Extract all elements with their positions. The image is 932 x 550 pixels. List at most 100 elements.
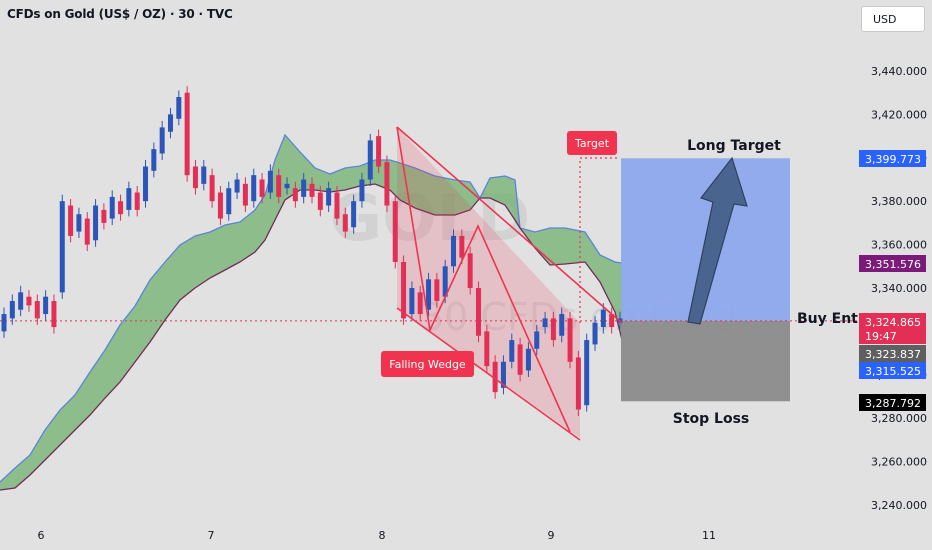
falling-wedge-label: Falling Wedge [389,358,466,371]
candles [1,86,623,417]
x-axis: 6 7 8 9 11 [38,529,717,542]
candle-body [409,288,415,315]
candle-body [259,179,265,197]
target-tag-label: Target [574,137,610,150]
candle-body [101,209,107,223]
wedge-lower-line [396,307,581,441]
candle-body [176,97,182,119]
candle-body [550,318,556,341]
price-label-box [859,329,926,344]
candle-body [209,175,215,202]
candle-body [451,235,457,267]
candle-body [59,201,65,293]
candle-body [126,188,132,210]
candle-body [542,318,548,328]
candle-body [284,183,290,189]
cloud-span-a-line [0,133,623,483]
long-target-label: Long Target [687,138,781,154]
y-tick-label: 3,440.000 [871,65,927,78]
y-tick-label: 3,280.000 [871,412,927,425]
candle-body [226,188,232,215]
candle-body [592,322,598,345]
y-tick-label: 3,360.000 [871,239,927,252]
candle-body [84,218,90,245]
candle-body [317,192,323,210]
candle-body [109,196,115,219]
candle-body [534,331,540,349]
price-label-box [859,313,926,330]
candle-body [292,188,298,202]
y-tick-label: 3,260.000 [871,456,927,469]
candle-body [26,296,32,306]
candle-body [68,205,74,236]
candle-body [417,292,423,315]
wedge-upper-line [396,126,623,324]
candle-body [93,205,99,241]
candle-body [459,235,465,258]
candle-body [467,253,473,288]
candle-body [401,261,407,319]
price-label-box [859,255,926,272]
currency-button[interactable]: USD [861,6,925,32]
candle-body [517,344,523,375]
candle-body [134,192,140,210]
candle-body [326,188,332,206]
price-label-box [859,345,926,362]
price-label-text: 19:47 [865,330,897,343]
candle-body [276,175,282,197]
candle-body [376,136,382,167]
candle-body [475,288,481,336]
candle-body [151,149,157,171]
price-label-text: 3,399.773 [865,153,921,166]
wedge-zigzag-line [396,126,571,433]
price-label-text: 3,324.865 [865,316,921,329]
candle-body [192,166,198,189]
candle-body [500,361,506,388]
y-tick-label: 3,340.000 [871,282,927,295]
cloud-span-b-line [0,183,623,491]
candle-body [384,162,390,206]
candle-body [525,348,531,371]
candle-body [342,214,348,232]
candle-body [143,166,149,202]
candle-body [76,214,82,232]
y-tick-label: 3,420.000 [871,108,927,121]
candle-body [217,192,223,219]
price-label-box [859,150,926,167]
candle-body [367,140,373,180]
candle-body [309,183,315,197]
candle-body [201,166,207,184]
candle-body [434,279,440,302]
y-tick-label: 3,380.000 [871,195,927,208]
candle-body [301,179,307,197]
candle-body [484,331,490,367]
candle-body [159,127,165,154]
candle-body [118,201,124,215]
price-label-text: 3,315.525 [865,365,921,378]
candle-body [359,179,365,202]
candle-body [334,192,340,219]
candle-body [584,340,590,406]
stop-loss-label: Stop Loss [673,411,750,427]
x-tick-label: 8 [379,529,386,542]
price-label-text: 3,323.837 [865,348,921,361]
candle-body [492,361,498,393]
candle-body [392,201,398,262]
candle-body [167,114,173,132]
target-tag-box [567,131,617,155]
price-label-box [859,362,926,379]
candle-body [426,279,432,310]
candle-body [1,314,7,332]
candle-body [242,183,248,206]
candle-body [600,309,606,328]
y-tick-label: 3,240.000 [871,499,927,512]
candle-body [567,318,573,362]
x-tick-label: 6 [38,529,45,542]
falling-wedge-fill [397,127,580,438]
candle-body [351,201,357,228]
x-tick-label: 9 [548,529,555,542]
x-tick-label: 11 [702,529,716,542]
stop-zone [621,320,790,402]
